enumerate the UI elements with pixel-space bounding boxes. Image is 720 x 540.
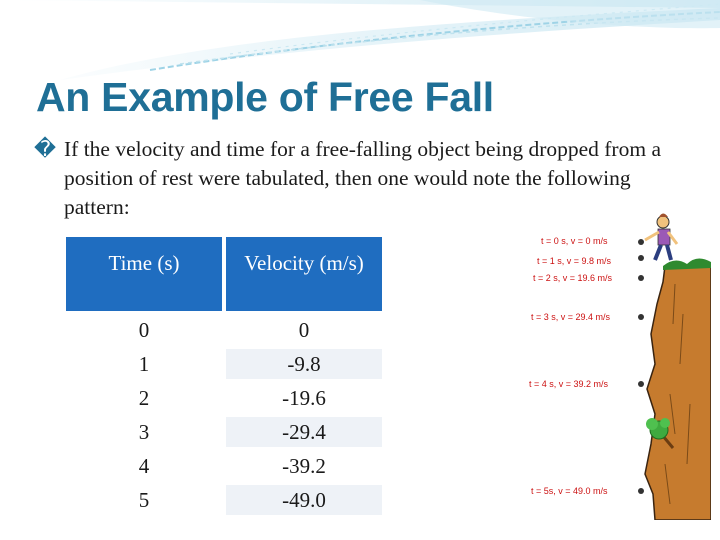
ball-icon xyxy=(638,314,644,320)
time-cell: 2 xyxy=(66,383,222,413)
header-swoosh-decoration xyxy=(0,0,720,80)
time-cell: 5 xyxy=(66,485,222,515)
ball-icon xyxy=(638,239,644,245)
time-cell: 1 xyxy=(66,349,222,379)
velocity-cell: -19.6 xyxy=(226,383,382,413)
velocity-cell: -29.4 xyxy=(226,417,382,447)
fall-label: t = 4 s, v = 39.2 m/s xyxy=(529,379,609,389)
velocity-column-header: Velocity (m/s) xyxy=(226,237,382,311)
ball-icon xyxy=(638,255,644,261)
ball-icon xyxy=(638,488,644,494)
person-icon xyxy=(644,213,679,261)
cliff-figure xyxy=(638,213,712,521)
ball-icon xyxy=(638,381,644,387)
fall-label: t = 5s, v = 49.0 m/s xyxy=(531,486,608,496)
velocity-cell: -49.0 xyxy=(226,485,382,515)
free-fall-illustration: t = 0 s, v = 0 m/s t = 1 s, v = 9.8 m/s … xyxy=(505,204,712,521)
velocity-cell: -39.2 xyxy=(226,451,382,481)
page-title: An Example of Free Fall xyxy=(36,74,494,120)
table-row: 2 -19.6 xyxy=(66,383,382,413)
table-row: 0 0 xyxy=(66,315,382,345)
intro-paragraph-text: If the velocity and time for a free-fall… xyxy=(64,137,661,219)
fall-label: t = 1 s, v = 9.8 m/s xyxy=(537,256,612,266)
velocity-time-table: Time (s) Velocity (m/s) 0 0 1 -9.8 2 -19… xyxy=(62,233,386,519)
fall-label: t = 0 s, v = 0 m/s xyxy=(541,236,608,246)
cliff-shape xyxy=(644,263,712,521)
time-column-header: Time (s) xyxy=(66,237,222,311)
table-row: 4 -39.2 xyxy=(66,451,382,481)
grass-shape xyxy=(663,258,711,270)
bullet-icon: � xyxy=(34,137,57,161)
fall-label: t = 3 s, v = 29.4 m/s xyxy=(531,312,611,322)
intro-paragraph: � If the velocity and time for a free-fa… xyxy=(34,135,694,222)
velocity-cell: 0 xyxy=(226,315,382,345)
tree-icon xyxy=(646,418,675,449)
table-row: 1 -9.8 xyxy=(66,349,382,379)
time-cell: 4 xyxy=(66,451,222,481)
time-cell: 3 xyxy=(66,417,222,447)
ball-icon xyxy=(638,275,644,281)
table-row: 3 -29.4 xyxy=(66,417,382,447)
time-cell: 0 xyxy=(66,315,222,345)
table-header-row: Time (s) Velocity (m/s) xyxy=(66,237,382,311)
velocity-cell: -9.8 xyxy=(226,349,382,379)
table-row: 5 -49.0 xyxy=(66,485,382,515)
fall-label: t = 2 s, v = 19.6 m/s xyxy=(533,273,613,283)
